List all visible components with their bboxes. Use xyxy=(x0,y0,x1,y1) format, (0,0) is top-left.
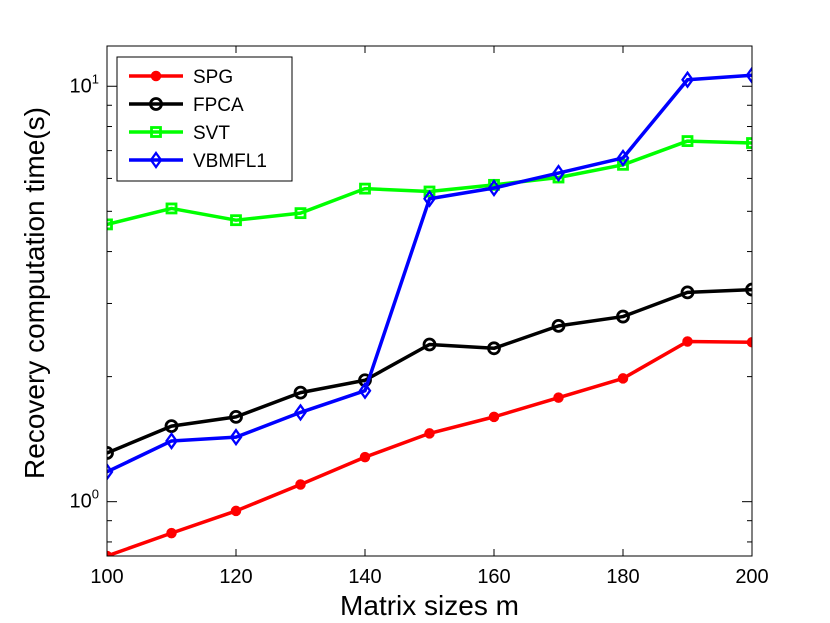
data-point-fpca xyxy=(487,341,501,356)
legend-label-fpca: FPCA xyxy=(193,95,244,116)
data-point-fpca xyxy=(107,446,114,460)
data-point-spg xyxy=(617,373,629,384)
data-point-fpca xyxy=(616,309,630,324)
data-point-svt xyxy=(681,135,694,147)
data-point-fpca xyxy=(229,409,243,424)
data-point-vbmfl1 xyxy=(165,431,178,450)
data-point-vbmfl1 xyxy=(358,381,372,400)
x-tick-label: 140 xyxy=(348,566,381,588)
y-tick-label: 101 xyxy=(70,71,99,97)
data-point-fpca xyxy=(745,282,752,297)
data-point-fpca xyxy=(551,318,566,333)
data-point-fpca xyxy=(164,419,179,434)
x-tick-label: 160 xyxy=(477,566,510,588)
plot-area xyxy=(107,66,752,556)
data-point-fpca xyxy=(680,285,695,300)
legend-marker-fpca xyxy=(149,97,163,111)
legend-label-svt: SVT xyxy=(193,123,230,144)
data-point-svt xyxy=(294,207,307,220)
series-group xyxy=(107,66,752,556)
data-point-svt xyxy=(230,214,242,227)
data-point-vbmfl1 xyxy=(107,462,114,481)
legend: SPG FPCA SVT VBMFL1 xyxy=(116,56,293,182)
data-point-spg xyxy=(682,336,693,347)
data-point-spg xyxy=(424,428,435,439)
data-point-vbmfl1 xyxy=(745,66,752,85)
legend-item-vbmfl1: VBMFL1 xyxy=(129,151,267,172)
data-point-vbmfl1 xyxy=(423,189,436,208)
series-line-vbmfl1 xyxy=(107,73,752,474)
data-point-svt xyxy=(746,137,752,149)
data-point-vbmfl1 xyxy=(229,428,243,447)
data-point-spg xyxy=(553,392,564,403)
x-tick-label: 180 xyxy=(606,566,639,588)
legend-label-vbmfl1: VBMFL1 xyxy=(193,151,267,172)
series-line-spg xyxy=(107,339,752,556)
data-point-vbmfl1 xyxy=(616,148,630,167)
legend-marker-svt xyxy=(150,126,162,138)
data-point-vbmfl1 xyxy=(552,164,565,183)
legend-marker-vbmfl1 xyxy=(149,151,163,169)
x-tick-label: 120 xyxy=(219,566,252,588)
legend-item-svt: SVT xyxy=(129,123,230,144)
data-point-spg xyxy=(107,550,113,556)
legend-item-fpca: FPCA xyxy=(129,95,244,116)
data-point-svt xyxy=(423,185,436,198)
data-point-svt xyxy=(617,158,629,171)
data-point-fpca xyxy=(293,385,308,400)
y-tick-label: 100 xyxy=(70,487,99,513)
plot-frame xyxy=(106,45,753,557)
tick-labels: 100 120 140 160 180 200 100 101 xyxy=(70,71,769,588)
data-point-vbmfl1 xyxy=(681,70,694,89)
data-point-vbmfl1 xyxy=(487,179,501,197)
x-axis-title: Matrix sizes m xyxy=(340,590,519,621)
data-point-svt xyxy=(359,182,371,195)
data-point-svt xyxy=(107,218,113,231)
axes xyxy=(106,45,753,557)
data-point-spg xyxy=(230,505,242,517)
data-point-vbmfl1 xyxy=(294,403,307,422)
legend-label-spg: SPG xyxy=(193,67,233,88)
data-point-spg xyxy=(295,479,306,490)
legend-marker-spg xyxy=(150,70,162,82)
y-axis-title: Recovery computation time(s) xyxy=(19,107,50,479)
data-point-spg xyxy=(488,411,500,423)
data-point-spg xyxy=(166,527,177,539)
data-point-svt xyxy=(165,202,178,215)
data-point-spg xyxy=(359,451,371,463)
legend-item-spg: SPG xyxy=(129,67,233,88)
x-tick-label: 100 xyxy=(90,566,123,588)
data-point-spg xyxy=(746,336,752,348)
data-point-fpca xyxy=(422,337,437,352)
x-tick-label: 200 xyxy=(735,566,768,588)
series-line-fpca xyxy=(107,287,752,455)
